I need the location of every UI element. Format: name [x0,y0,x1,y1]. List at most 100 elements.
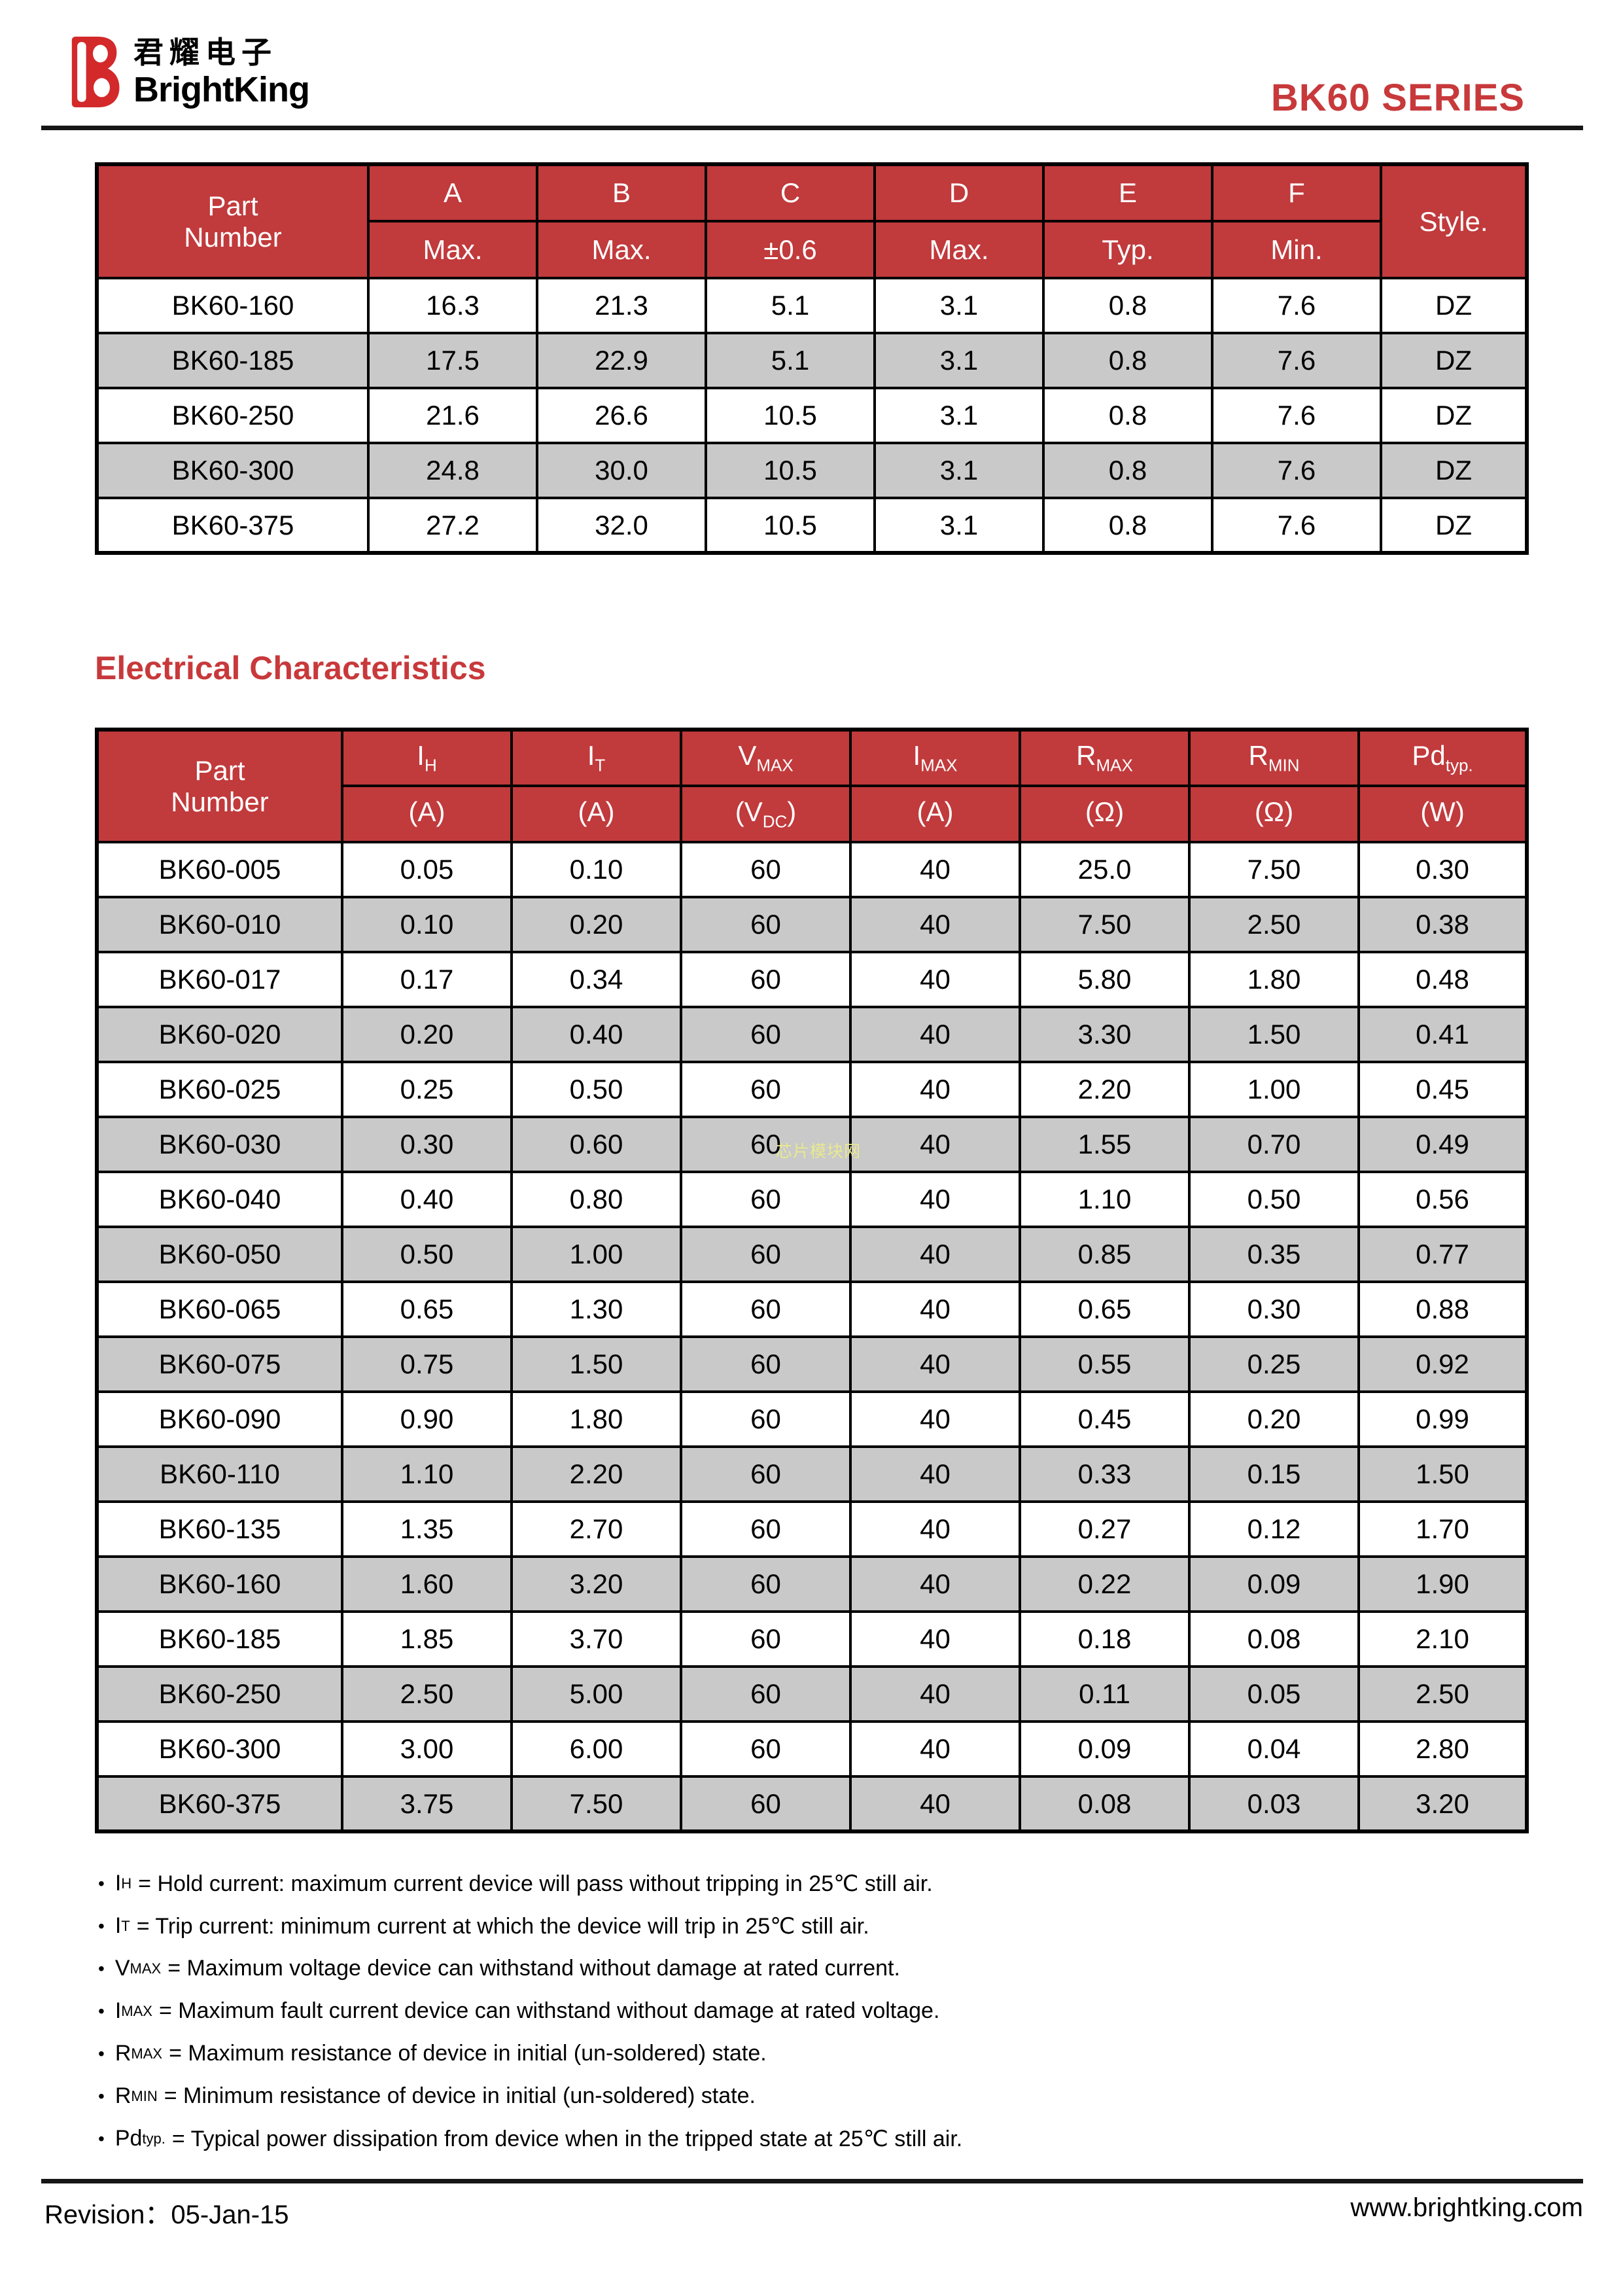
bullet-icon: • [98,2085,105,2106]
value-cell: 21.6 [367,387,538,444]
table-row: BK60-300 3.00 6.00 60 40 0.09 0.04 2.80 [96,1720,1528,1778]
value-cell: 2.20 [510,1445,682,1503]
dim-col-f: F [1211,163,1382,222]
value-cell: 0.38 [1357,896,1528,953]
bullet-icon: • [98,2128,105,2149]
part-number-cell: BK60-075 [96,1335,343,1393]
bullet-icon: • [98,1873,105,1894]
brightking-logo-icon [71,37,120,107]
value-cell: 0.05 [341,841,513,898]
part-number-cell: BK60-110 [96,1445,343,1503]
elec-col-symbol: IH [341,728,513,787]
dim-tol-a: Max. [367,220,538,279]
brand-header: 君耀电子 BrightKing [65,37,310,109]
style-cell: DZ [1380,442,1528,499]
note-symbol-subscript: MAX [121,2002,152,2019]
dim-tol-e: Typ. [1042,220,1213,279]
part-number-cell: BK60-017 [96,951,343,1008]
elec-col-unit: (Ω) [1188,785,1360,843]
value-cell: 5.80 [1019,951,1191,1008]
part-number-cell: BK60-005 [96,841,343,898]
value-cell: 32.0 [536,497,707,554]
value-cell: 0.33 [1019,1445,1191,1503]
value-cell: 0.22 [1019,1555,1191,1613]
value-cell: 22.9 [536,332,707,389]
value-cell: 7.50 [1188,841,1360,898]
value-cell: 0.05 [1188,1665,1360,1723]
elec-col-symbol: IMAX [849,728,1021,787]
dim-col-style: Style. [1380,163,1528,279]
value-cell: 0.8 [1042,332,1213,389]
table-row: BK60-375 27.2 32.0 10.5 3.1 0.8 7.6 DZ [96,497,1528,554]
bullet-icon: • [98,1915,105,1936]
value-cell: 1.00 [1188,1061,1360,1118]
value-cell: 1.50 [510,1335,682,1393]
value-cell: 0.30 [1357,841,1528,898]
value-cell: 7.6 [1211,277,1382,334]
table-row: BK60-040 0.40 0.80 60 40 1.10 0.50 0.56 [96,1171,1528,1228]
dim-tol-c: ±0.6 [705,220,876,279]
value-cell: 17.5 [367,332,538,389]
note-text: = Maximum resistance of device in initia… [169,2041,767,2066]
value-cell: 0.50 [510,1061,682,1118]
dim-col-e: E [1042,163,1213,222]
part-number-cell: BK60-160 [96,277,370,334]
value-cell: 7.6 [1211,497,1382,554]
value-cell: 0.17 [341,951,513,1008]
value-cell: 1.35 [341,1500,513,1558]
value-cell: 0.50 [1188,1171,1360,1228]
value-cell: 3.1 [873,497,1045,554]
note-symbol-subscript: T [121,1917,130,1934]
value-cell: 60 [680,951,852,1008]
value-cell: 40 [849,1061,1021,1118]
elec-col-unit: (A) [341,785,513,843]
value-cell: 2.10 [1357,1610,1528,1668]
elec-col-symbol: IT [510,728,682,787]
elec-header-symbols: Part Number IH IT VMAX IMAX RMAX RMIN Pdtyp. [96,728,1528,843]
value-cell: 1.85 [341,1610,513,1668]
value-cell: 0.03 [1188,1775,1360,1833]
value-cell: 0.20 [341,1006,513,1063]
value-cell: 1.50 [1357,1445,1528,1503]
electrical-table-body: BK60-005 0.05 0.10 60 40 25.0 7.50 0.30 … [96,841,1528,1833]
value-cell: 2.70 [510,1500,682,1558]
table-row: BK60-135 1.35 2.70 60 40 0.27 0.12 1.70 [96,1500,1528,1558]
value-cell: 60 [680,1555,852,1613]
value-cell: 60 [680,1061,852,1118]
style-cell: DZ [1380,332,1528,389]
value-cell: 0.55 [1019,1335,1191,1393]
watermark-text: 芯片模块网 [776,1142,862,1161]
value-cell: 1.50 [1188,1006,1360,1063]
value-cell: 0.10 [510,841,682,898]
value-cell: 40 [849,1555,1021,1613]
brand-name-english: BrightKing [133,70,310,109]
value-cell: 7.50 [1019,896,1191,953]
part-number-cell: BK60-375 [96,497,370,554]
value-cell: 40 [849,1335,1021,1393]
part-number-cell: BK60-375 [96,1775,343,1833]
value-cell: 6.00 [510,1720,682,1778]
note-symbol: R [114,2083,131,2108]
value-cell: 25.0 [1019,841,1191,898]
value-cell: 60 [680,1171,852,1228]
part-number-cell: BK60-135 [96,1500,343,1558]
dim-col-part-number: Part Number [96,163,370,279]
table-row: BK60-090 0.90 1.80 60 40 0.45 0.20 0.99 [96,1390,1528,1448]
value-cell: 10.5 [705,497,876,554]
value-cell: 26.6 [536,387,707,444]
value-cell: 1.30 [510,1280,682,1338]
value-cell: 7.6 [1211,332,1382,389]
value-cell: 40 [849,1610,1021,1668]
value-cell: 27.2 [367,497,538,554]
value-cell: 0.92 [1357,1335,1528,1393]
value-cell: 10.5 [705,442,876,499]
elec-col-unit: (A) [510,785,682,843]
value-cell: 3.30 [1019,1006,1191,1063]
value-cell: 0.08 [1188,1610,1360,1668]
part-number-cell: BK60-030 [96,1116,343,1173]
value-cell: 0.25 [341,1061,513,1118]
value-cell: 5.00 [510,1665,682,1723]
note-symbol-subscript: MAX [130,1960,162,1977]
value-cell: 0.18 [1019,1610,1191,1668]
part-number-cell: BK60-185 [96,332,370,389]
